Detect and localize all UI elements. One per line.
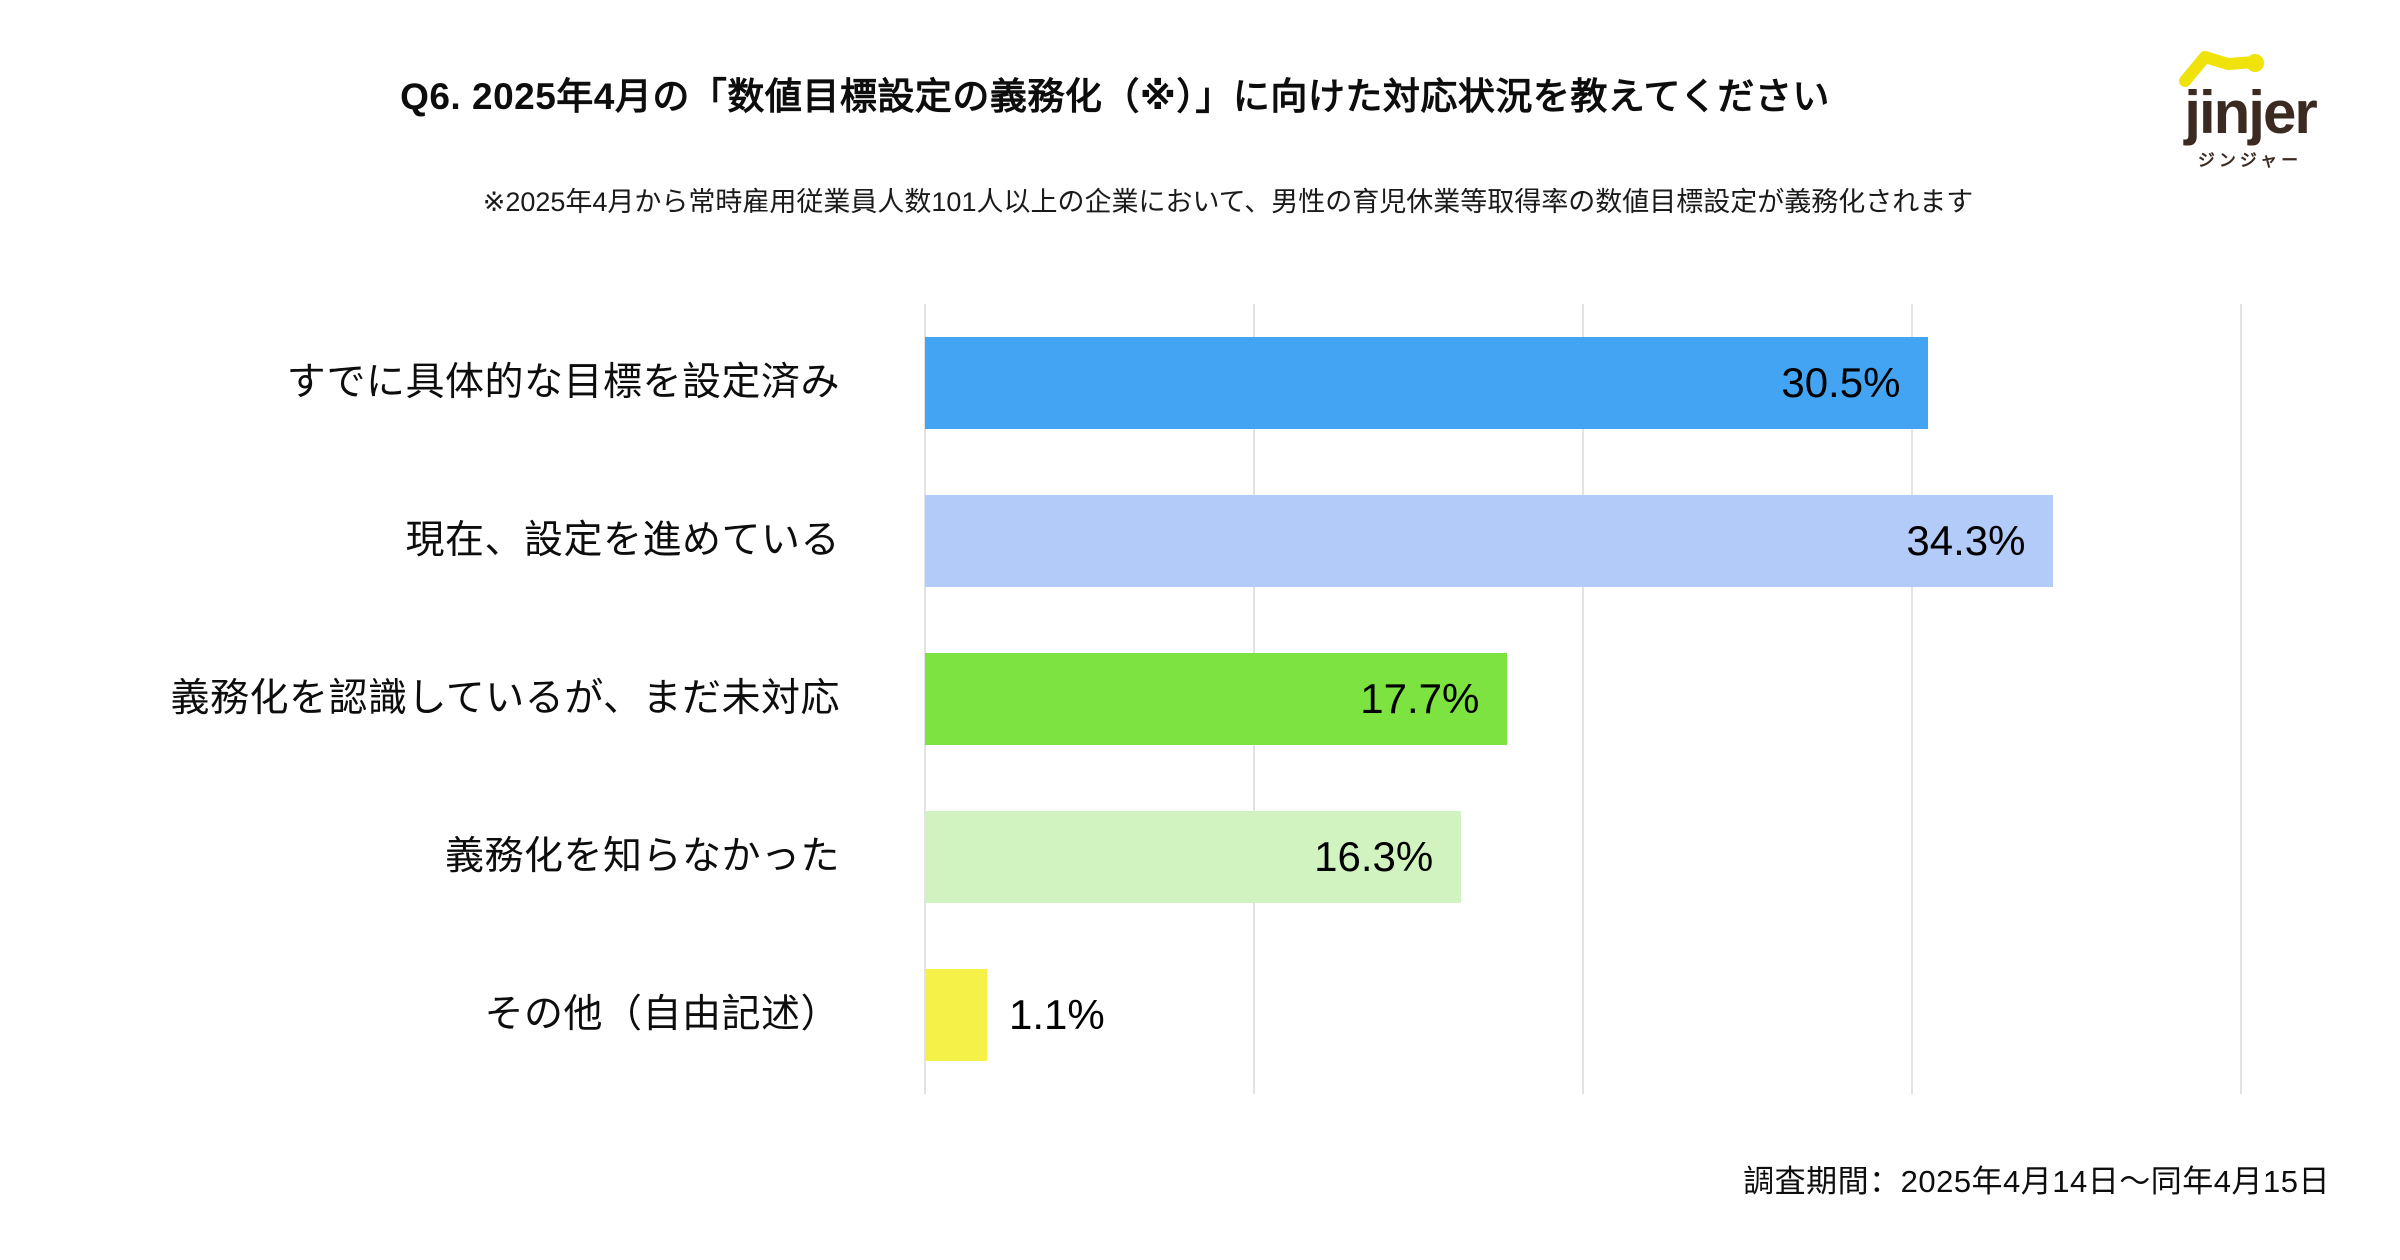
page-title: Q6. 2025年4月の「数値目標設定の義務化（※）」に向けた対応状況を教えてく… bbox=[400, 76, 1830, 117]
bar-rows: すでに具体的な目標を設定済み 30.5% 現在、設定を進めている 34.3% 義… bbox=[0, 304, 2400, 1094]
bar: 34.3% bbox=[925, 495, 2054, 587]
bar-track: 1.1% bbox=[925, 969, 2241, 1061]
bar-track: 30.5% bbox=[925, 337, 2241, 429]
value-label: 1.1% bbox=[1009, 991, 1105, 1038]
bar-track: 16.3% bbox=[925, 811, 2241, 903]
chart-row: 現在、設定を進めている 34.3% bbox=[0, 462, 2400, 620]
chart-row: 義務化を認識しているが、まだ未対応 17.7% bbox=[0, 620, 2400, 778]
logo-wordmark: jinjer bbox=[2184, 79, 2317, 146]
value-label: 30.5% bbox=[1781, 359, 1901, 406]
survey-period-note: 調査期間：2025年4月14日〜同年4月15日 bbox=[1743, 1164, 2330, 1199]
bar-track: 34.3% bbox=[925, 495, 2241, 587]
chart-row: その他（自由記述） 1.1% bbox=[0, 936, 2400, 1094]
category-label: その他（自由記述） bbox=[484, 992, 840, 1036]
value-label: 34.3% bbox=[1906, 517, 2026, 564]
bar: 17.7% bbox=[925, 653, 1508, 745]
value-label: 16.3% bbox=[1314, 833, 1434, 880]
bar: 30.5% bbox=[925, 337, 1929, 429]
bar-track: 17.7% bbox=[925, 653, 2241, 745]
logo-katakana-label: ジンジャー bbox=[2197, 151, 2303, 170]
page-subtitle: ※2025年4月から常時雇用従業員人数101人以上の企業において、男性の育児休業… bbox=[482, 187, 1974, 217]
category-label: 現在、設定を進めている bbox=[405, 518, 840, 562]
gridline bbox=[1582, 304, 1584, 1094]
jinjer-logo: jinjer ジンジャー bbox=[2162, 48, 2338, 171]
value-label: 17.7% bbox=[1360, 675, 1480, 722]
chart-row: 義務化を知らなかった 16.3% bbox=[0, 778, 2400, 936]
gridline bbox=[1911, 304, 1913, 1094]
category-label: 義務化を知らなかった bbox=[444, 834, 840, 878]
category-label: すでに具体的な目標を設定済み bbox=[286, 360, 840, 404]
bar-chart: すでに具体的な目標を設定済み 30.5% 現在、設定を進めている 34.3% 義… bbox=[0, 304, 2400, 1094]
bar bbox=[925, 969, 987, 1061]
chart-row: すでに具体的な目標を設定済み 30.5% bbox=[0, 304, 2400, 462]
category-label: 義務化を認識しているが、まだ未対応 bbox=[170, 676, 840, 720]
logo-swoosh-icon bbox=[2179, 51, 2264, 87]
gridline bbox=[2240, 304, 2242, 1094]
bar: 16.3% bbox=[925, 811, 1462, 903]
